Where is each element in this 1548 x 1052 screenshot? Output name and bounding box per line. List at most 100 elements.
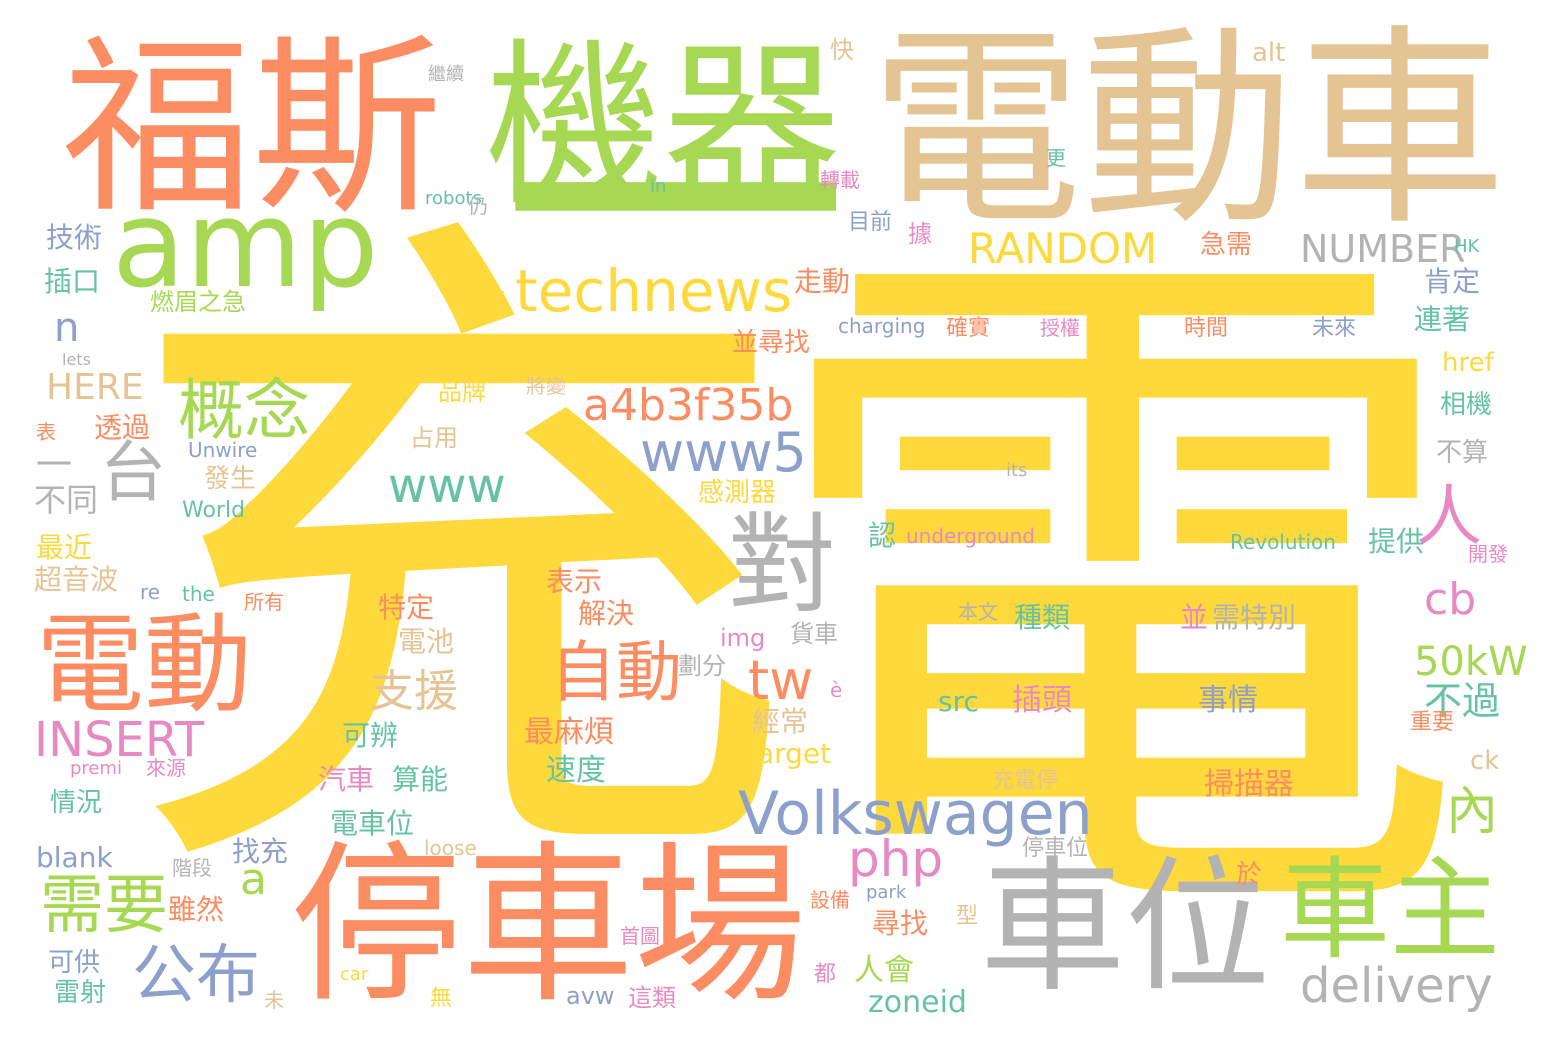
word-touguo: 透過 <box>94 411 151 444</box>
word-random: RANDOM <box>968 224 1158 273</box>
word-muqian: 目前 <box>848 210 893 235</box>
word-zhelei: 這類 <box>628 984 676 1012</box>
word-buguo: 不過 <box>1424 679 1501 723</box>
word-reng: 仍 <box>468 194 488 218</box>
word-the: the <box>182 582 215 606</box>
word-huafen: 劃分 <box>678 652 726 680</box>
word-suoyou: 所有 <box>244 590 284 614</box>
word-charging: charging <box>838 314 926 338</box>
word-chong: 充 <box>118 166 798 957</box>
word-car: car <box>340 964 369 985</box>
word-suiran: 雖然 <box>168 893 225 926</box>
word-huoche: 貨車 <box>790 620 838 648</box>
word-laiyuan: 來源 <box>146 756 186 780</box>
word-avw: avw <box>566 982 615 1010</box>
word-zhaochong: 找充 <box>232 835 289 868</box>
word-zidong: 自動 <box>550 634 682 711</box>
word-alt: alt <box>1252 38 1286 68</box>
word-saomiaoqi: 掃描器 <box>1204 767 1294 802</box>
word-href: href <box>1442 348 1494 378</box>
word-zhiyuan: 支援 <box>370 666 458 717</box>
word-technews: technews <box>515 257 793 325</box>
word-number: NUMBER <box>1300 227 1466 271</box>
word-nei: 內 <box>1446 782 1499 842</box>
word-target: target <box>746 737 832 770</box>
word-zoneid: zoneid <box>868 985 967 1020</box>
word-revolution: Revolution <box>1230 530 1336 554</box>
word-geng: 更 <box>1046 146 1066 170</box>
word-tingchechang: 停車場 <box>290 825 806 1026</box>
word-www5: www5 <box>640 421 807 484</box>
word-pinpai: 品牌 <box>438 378 486 406</box>
word-qingkuang: 情況 <box>50 788 103 818</box>
word-fusi: 福斯 <box>62 18 443 239</box>
word-leishe: 雷射 <box>54 978 107 1008</box>
word-loose: loose <box>424 836 477 860</box>
word-border: border <box>876 765 969 798</box>
word-premi: premi <box>70 758 123 779</box>
word-world: World <box>182 498 246 523</box>
word-chewei: 車位 <box>980 843 1270 1012</box>
word-chatou: 插頭 <box>1012 683 1072 718</box>
word-biaoshi: 表示 <box>546 565 603 598</box>
word-volkswagen: Volkswagen <box>738 779 1093 849</box>
word-zoudong: 走動 <box>794 265 851 298</box>
word-queshi: 確實 <box>946 316 991 341</box>
word-gainian: 概念 <box>178 372 310 449</box>
word-zhonglei: 種類 <box>1014 601 1071 634</box>
word-biao: 表 <box>36 420 56 444</box>
word-kegong: 可供 <box>48 948 101 978</box>
word-wei: 未 <box>264 988 284 1012</box>
word-its: its <box>1006 460 1028 481</box>
word-fasheng: 發生 <box>204 464 257 494</box>
word-diandong: 電動 <box>36 603 253 728</box>
word-dianchi: 電池 <box>398 625 455 658</box>
word-tai: 台 <box>100 434 166 511</box>
word-xing: 型 <box>956 904 979 929</box>
word-dou: 都 <box>814 962 837 987</box>
word-kending: 肯定 <box>1424 265 1481 298</box>
word-yi-gray: 一 <box>36 445 73 486</box>
word-src: src <box>938 685 979 718</box>
word-ju: 據 <box>908 220 932 248</box>
word-ren: 人 <box>1416 478 1482 555</box>
word-php: php <box>848 830 944 888</box>
word-jiejue: 解決 <box>578 597 635 630</box>
word-in: in <box>650 176 667 197</box>
word-weilai: 未來 <box>1312 316 1357 341</box>
word-teding: 特定 <box>378 591 435 624</box>
word-jishu: 技術 <box>46 221 103 254</box>
word-tw: tw <box>748 649 814 712</box>
word-hk: HK <box>1454 236 1480 257</box>
word-jingchang: 經常 <box>752 705 809 738</box>
word-park: park <box>866 882 907 903</box>
word-shebei: 設備 <box>810 888 850 912</box>
word-lets: lets <box>62 350 91 369</box>
word-kaifa: 開發 <box>1468 542 1508 566</box>
word-benwen: 本文 <box>958 600 998 624</box>
word-shiqing: 事情 <box>1198 683 1258 718</box>
word-jiqi: 機器 <box>485 23 841 230</box>
word-zuijin: 最近 <box>36 531 93 564</box>
word-ranmei: 燃眉之急 <box>150 288 246 316</box>
word-e-accent: è <box>830 678 843 702</box>
word-delivery: delivery <box>1300 958 1493 1014</box>
word-tingchewei: 停車位 <box>1022 836 1089 861</box>
word-here: HERE <box>46 367 144 408</box>
word-chezhu: 車主 <box>1280 846 1500 974</box>
word-dian: 電 <box>760 182 1470 1008</box>
word-gancheqi: 感測器 <box>698 478 777 508</box>
word-robots: robots <box>425 188 482 209</box>
word-tigong: 提供 <box>1368 525 1425 558</box>
word-xiangji: 相機 <box>1440 390 1493 420</box>
word-busuan: 不算 <box>1436 438 1489 468</box>
word-jixu: 繼續 <box>428 64 464 85</box>
word-xutebie: 需特別 <box>1212 601 1297 634</box>
word-n: n <box>54 305 80 351</box>
word-lianzhe: 連著 <box>1414 303 1471 336</box>
word-yu: 於 <box>1236 860 1263 890</box>
word-qiche: 汽車 <box>318 763 375 796</box>
word-suanneng: 算能 <box>392 763 449 796</box>
word-cb: cb <box>1424 574 1477 625</box>
